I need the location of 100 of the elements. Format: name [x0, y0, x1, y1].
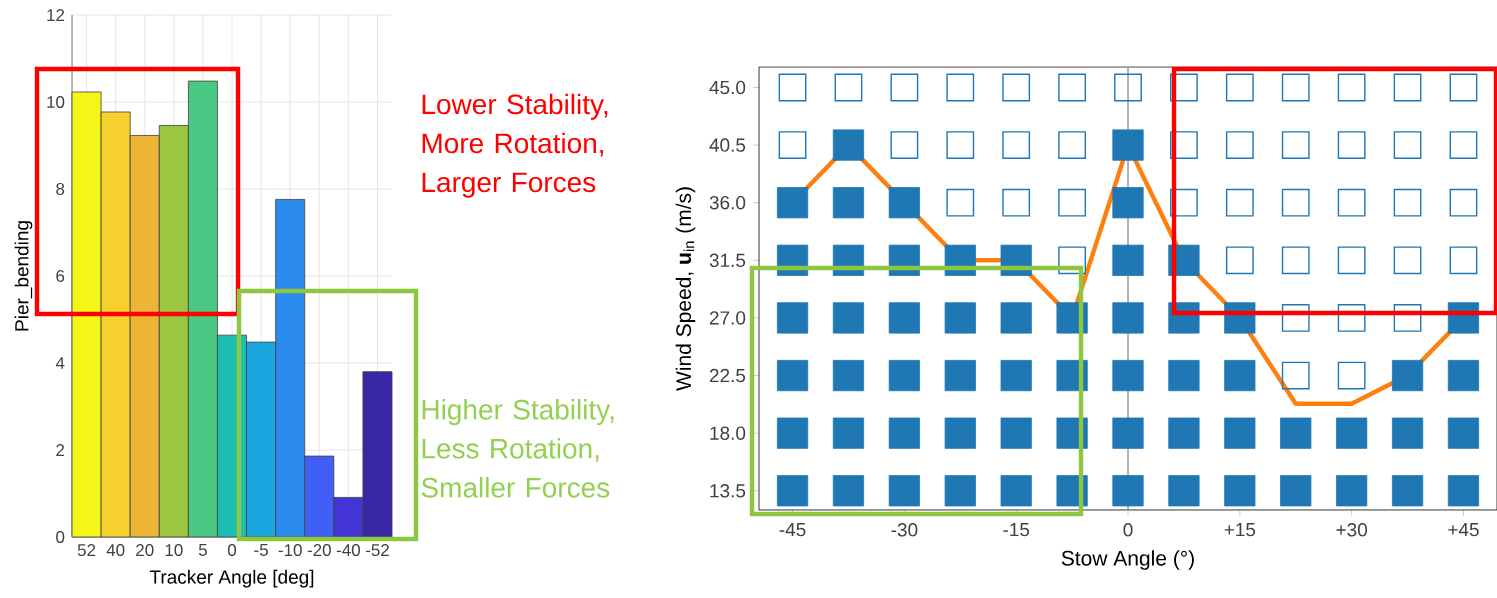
- x-tick-label: 0: [1123, 523, 1133, 537]
- x-tick-label: -10: [278, 544, 302, 557]
- point: [1225, 246, 1254, 275]
- point: [888, 302, 920, 334]
- point: [888, 187, 920, 219]
- y-tick-label: 13.5: [710, 484, 746, 498]
- point: [1225, 73, 1254, 102]
- point: [1281, 304, 1310, 332]
- point: [1393, 131, 1422, 159]
- point: [944, 475, 976, 507]
- point: [778, 131, 807, 159]
- point: [1281, 131, 1310, 159]
- x-tick-label: +45: [1448, 523, 1479, 537]
- point: [1168, 475, 1200, 507]
- point: [776, 475, 809, 507]
- point: [776, 417, 809, 449]
- y-tick-label: 22.5: [709, 368, 746, 383]
- point: [1393, 304, 1422, 332]
- y-tick-label: 36.0: [709, 195, 746, 210]
- point: [890, 73, 919, 102]
- point: [1112, 302, 1144, 334]
- y-tick-label: 40.5: [709, 138, 746, 152]
- y-tick-label: 12: [47, 9, 65, 21]
- point: [1447, 475, 1480, 507]
- point: [944, 302, 976, 334]
- point: [1281, 188, 1310, 217]
- point: [1391, 417, 1424, 449]
- point: [1449, 246, 1478, 275]
- point: [888, 417, 920, 449]
- point: [1393, 246, 1422, 275]
- x-tick-label: 5: [198, 544, 207, 556]
- x-tick-label: 20: [136, 544, 154, 557]
- point: [1391, 359, 1424, 392]
- point: [832, 187, 865, 219]
- point: [1058, 131, 1086, 159]
- point: [1000, 475, 1032, 507]
- x-tick-label: -30: [891, 523, 918, 537]
- x-tick-label: 40: [106, 544, 125, 557]
- x-tick-label: 0: [227, 544, 237, 557]
- x-axis-title: Tracker Angle [deg]: [149, 569, 314, 588]
- point: [1449, 131, 1478, 159]
- point: [778, 73, 807, 102]
- x-tick-label: -45: [779, 523, 806, 537]
- point: [1170, 73, 1198, 102]
- point: [1280, 475, 1312, 507]
- point: [1112, 417, 1144, 449]
- point: [1112, 475, 1144, 507]
- point: [1337, 304, 1366, 332]
- x-tick-label: +15: [1224, 523, 1256, 537]
- text: Higher Stability, Less Rotation, Smaller Forces: [421, 399, 614, 498]
- y-tick-label: 6: [56, 269, 65, 282]
- x-tick-label: -15: [1003, 523, 1030, 537]
- point: [888, 475, 920, 507]
- point: [1224, 417, 1256, 449]
- point: [1447, 417, 1480, 449]
- point: [1337, 131, 1366, 159]
- point: [1225, 188, 1254, 217]
- point: [946, 73, 975, 102]
- y-axis-title: Pier_bending: [14, 221, 33, 331]
- point: [1170, 131, 1198, 159]
- y-tick-label: 8: [56, 182, 65, 195]
- point: [1224, 475, 1256, 507]
- point: [1168, 359, 1200, 392]
- point: [1447, 359, 1480, 392]
- point: [1337, 73, 1366, 102]
- text: Lower Stability, More Rotation, Larger Forces: [422, 93, 608, 198]
- x-tick-label: 10: [165, 544, 183, 557]
- x-tick-label: +30: [1336, 523, 1368, 537]
- y-tick-label: 4: [55, 357, 65, 369]
- point: [1000, 359, 1032, 392]
- y-tick-label: 31.5: [709, 253, 746, 268]
- point: [1281, 73, 1310, 102]
- point: [1114, 73, 1142, 102]
- y-tick-label: 45.0: [709, 80, 746, 95]
- point: [1002, 188, 1031, 217]
- point: [1058, 188, 1086, 217]
- point: [832, 475, 865, 507]
- point: [1224, 359, 1256, 392]
- x-tick-label: -5: [254, 544, 268, 556]
- point: [1112, 359, 1144, 392]
- point: [1393, 188, 1422, 217]
- point: [944, 417, 976, 449]
- x-tick-label: 52: [77, 544, 96, 557]
- point: [1170, 188, 1198, 217]
- point: [776, 359, 809, 392]
- point: [1281, 246, 1310, 275]
- point: [1281, 361, 1310, 390]
- point: [1393, 73, 1422, 102]
- point: [1058, 246, 1086, 275]
- point: [1337, 246, 1366, 275]
- point: [1280, 417, 1312, 449]
- point: [946, 131, 975, 159]
- point: [776, 302, 809, 334]
- point: [834, 73, 863, 102]
- point: [890, 131, 919, 159]
- x-tick-label: -52: [365, 544, 389, 557]
- y-tick-label: 10: [47, 95, 65, 108]
- point: [1449, 188, 1478, 217]
- x-axis-title: Stow Angle (°): [1061, 550, 1194, 570]
- point: [1336, 417, 1368, 449]
